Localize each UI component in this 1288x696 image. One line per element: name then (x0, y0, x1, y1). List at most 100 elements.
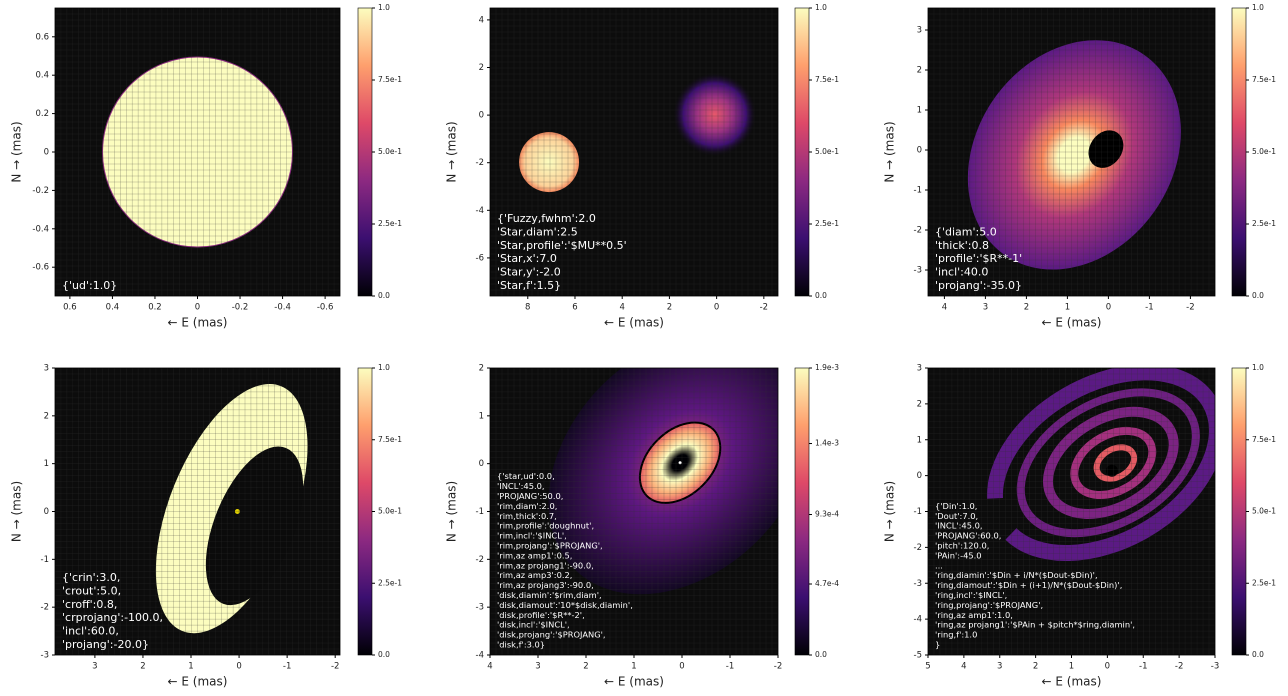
y-tick-label: 0 (44, 148, 49, 158)
panel: 5 4 3 2 1 0 -1 -2 -3 3 2 1 0 -1 -2 -3 -4 -5 ← E (mas) N → (… (883, 363, 1277, 689)
colorbar-tick-label: 1.9e-3 (815, 363, 839, 372)
y-tick-label: -2 (41, 603, 49, 613)
colorbar-tick-label: 2.5e-1 (378, 578, 402, 587)
x-tick-label: 0.4 (106, 303, 120, 313)
spiral-ring (1016, 388, 1200, 538)
annotation-line: 'rim,az projang3':-90.0, (497, 580, 594, 590)
y-tick-label: 1 (917, 106, 922, 116)
x-tick-label: -2 (1175, 662, 1183, 672)
colorbar-tick-label: 1.0 (1252, 363, 1264, 372)
y-tick-label: -3 (476, 603, 484, 613)
panel: 4 3 2 1 0 -1 -2 2 1 0 -1 -2 -3 -4 ← E (mas) N → (mas) 0.… (445, 363, 840, 689)
axes-frame (927, 7, 1216, 297)
y-tick-label: 0 (479, 459, 484, 469)
colorbar (357, 7, 373, 297)
panel: 4 3 2 1 0 -1 -2 3 2 1 0 -1 -2 -3 ← E (mas) N → (mas) 0.0… (883, 3, 1277, 330)
annotation-line: 'rim,az amp1':0.5, (497, 550, 572, 560)
y-tick-label: 3 (44, 364, 49, 374)
annotation-line: 'ring,projang':'$PROJANG', (935, 600, 1043, 610)
annotation-line: 'rim,profile':'doughnut', (497, 521, 594, 531)
y-axis-label: N → (mas) (883, 481, 897, 542)
colorbar-tick-label: 2.5e-1 (1252, 219, 1276, 228)
x-tick-label: -3 (1211, 662, 1219, 672)
annotation-line: 'Star,diam':2.5 (497, 225, 578, 238)
y-tick-label: 0.2 (35, 109, 49, 119)
model-image (928, 8, 1215, 296)
y-tick-label: -3 (41, 651, 49, 661)
panel: 8 6 4 2 0 -2 4 2 0 -2 -4 -6 ← E (mas) N → (mas) 0.0 2.5… (445, 3, 840, 330)
x-tick-label: 1 (631, 662, 636, 672)
colorbar-tick-label: 0.0 (815, 650, 827, 659)
y-tick-label: -4 (476, 206, 484, 216)
model-image (55, 368, 340, 655)
colorbar-tick-label: 2.5e-1 (1252, 578, 1276, 587)
axes-frame (489, 7, 779, 297)
annotation-line: 'Dout':7.0, (935, 511, 978, 521)
colorbar (794, 7, 810, 297)
colorbar-tick-label: 5.0e-1 (1252, 507, 1276, 516)
annotation-line: 'PAin':-45.0 (935, 550, 982, 560)
annotation-line: 'thick':0.8 (935, 239, 989, 252)
annotation-line: 'disk,projang':'$PROJANG', (497, 630, 606, 640)
annotation-line: {'diam':5.0 (935, 225, 997, 238)
x-tick-label: 0 (195, 303, 200, 313)
x-tick-label: 4 (619, 303, 624, 313)
x-tick-label: 1 (1069, 662, 1074, 672)
y-tick-label: -0.4 (32, 224, 49, 234)
y-tick-label: -0.2 (32, 186, 49, 196)
x-tick-label: 2 (667, 303, 672, 313)
spiral-core (1105, 464, 1118, 477)
colorbar-tick-label: 7.5e-1 (378, 75, 402, 84)
x-tick-label: -1 (283, 662, 291, 672)
colorbar (1231, 7, 1247, 297)
y-tick-label: 1 (917, 435, 922, 445)
panel: 3 2 1 0 -1 -2 3 2 1 0 -1 -2 -3 ← E (mas) N → (mas) 0.0 2… (10, 363, 403, 689)
y-tick-label: -0.6 (32, 263, 49, 273)
annotation-line: 'ring,f':1.0 (935, 630, 977, 640)
annotation-line: 'projang':-20.0} (62, 638, 149, 651)
y-tick-label: -2 (476, 555, 484, 565)
x-tick-label: -0.2 (232, 303, 249, 313)
annotation-line: 'incl':60.0, (62, 625, 119, 638)
x-tick-label: 2 (1024, 303, 1029, 313)
annotation-line: 'rim,projang':'$PROJANG', (497, 541, 603, 551)
annotation-line: 'Star,f':1.5} (497, 279, 561, 292)
x-axis-label: ← E (mas) (1042, 316, 1102, 330)
x-tick-label: 6 (572, 303, 577, 313)
x-tick-label: 3 (983, 303, 988, 313)
y-axis-label: N → (mas) (10, 481, 24, 542)
annotation-line: 'ring,az projang1':'$PAin + $pitch*$ring… (935, 620, 1135, 630)
colorbar-tick-label: 5.0e-1 (378, 147, 402, 156)
x-axis-label: ← E (mas) (604, 316, 664, 330)
colorbar-tick-label: 7.5e-1 (815, 75, 839, 84)
x-tick-label: 0 (1105, 662, 1110, 672)
x-tick-label: 2 (583, 662, 588, 672)
y-tick-label: -1 (914, 507, 922, 517)
y-tick-label: -2 (476, 158, 484, 168)
x-tick-label: 1 (1065, 303, 1070, 313)
x-tick-label: 4 (961, 662, 966, 672)
annotation-line: 'disk,diamin':'$rim,diam', (497, 590, 602, 600)
x-tick-label: 3 (92, 662, 97, 672)
annotation-line: 'INCL':45.0, (497, 481, 545, 491)
x-tick-label: -1 (1139, 662, 1147, 672)
y-tick-label: 4 (479, 15, 484, 25)
y-tick-label: 3 (917, 364, 922, 374)
x-tick-label: 3 (535, 662, 540, 672)
x-tick-label: 5 (925, 662, 930, 672)
colorbar-tick-label: 1.0 (378, 363, 390, 372)
x-tick-label: 4 (942, 303, 947, 313)
y-tick-label: 0 (479, 111, 484, 121)
colorbar-tick-label: 2.5e-1 (378, 219, 402, 228)
model-ring (967, 40, 1181, 270)
x-tick-label: 4 (487, 662, 492, 672)
colorbar (1231, 367, 1247, 656)
spiral-ring (986, 368, 1215, 562)
y-tick-label: 2 (479, 63, 484, 73)
colorbar-tick-label: 1.0 (378, 3, 390, 12)
model-image (490, 8, 778, 296)
colorbar-tick-label: 0.0 (815, 291, 827, 300)
fuzzy-source (672, 72, 757, 157)
annotation-line: 'rim,thick':0.7, (497, 511, 557, 521)
model-image (55, 8, 340, 296)
